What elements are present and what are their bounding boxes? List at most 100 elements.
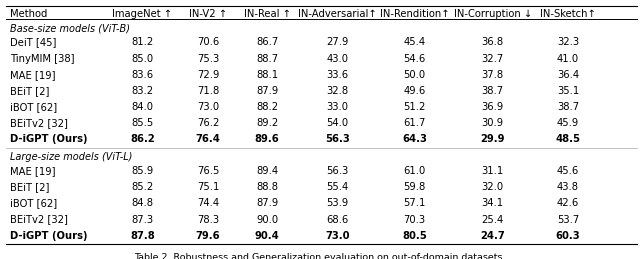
- Text: 49.6: 49.6: [403, 86, 426, 96]
- Text: 55.4: 55.4: [326, 182, 349, 192]
- Text: 75.3: 75.3: [197, 54, 219, 63]
- Text: 42.6: 42.6: [557, 198, 579, 208]
- Text: 85.9: 85.9: [131, 166, 154, 176]
- Text: 85.2: 85.2: [131, 182, 154, 192]
- Text: 76.4: 76.4: [196, 134, 220, 145]
- Text: 45.4: 45.4: [403, 37, 426, 47]
- Text: 83.2: 83.2: [131, 86, 154, 96]
- Text: 61.0: 61.0: [403, 166, 426, 176]
- Text: 59.8: 59.8: [403, 182, 426, 192]
- Text: 25.4: 25.4: [482, 215, 504, 225]
- Text: 37.8: 37.8: [482, 70, 504, 80]
- Text: 43.0: 43.0: [326, 54, 349, 63]
- Text: 85.5: 85.5: [131, 118, 154, 128]
- Text: MAE [19]: MAE [19]: [10, 70, 55, 80]
- Text: Method: Method: [10, 9, 47, 19]
- Text: 73.0: 73.0: [325, 231, 350, 241]
- Text: 90.0: 90.0: [256, 215, 278, 225]
- Text: DeiT [45]: DeiT [45]: [10, 37, 56, 47]
- Text: 89.4: 89.4: [256, 166, 278, 176]
- Text: 89.2: 89.2: [256, 118, 278, 128]
- Text: 31.1: 31.1: [482, 166, 504, 176]
- Text: IN-V2 ↑: IN-V2 ↑: [189, 9, 227, 19]
- Text: 76.2: 76.2: [197, 118, 219, 128]
- Text: D-iGPT (Ours): D-iGPT (Ours): [10, 134, 87, 145]
- Text: 78.3: 78.3: [197, 215, 219, 225]
- Text: 36.4: 36.4: [557, 70, 579, 80]
- Text: 85.0: 85.0: [131, 54, 154, 63]
- Text: 32.8: 32.8: [326, 86, 349, 96]
- Text: 33.6: 33.6: [326, 70, 349, 80]
- Text: 35.1: 35.1: [557, 86, 579, 96]
- Text: 73.0: 73.0: [197, 102, 219, 112]
- Text: 84.8: 84.8: [131, 198, 154, 208]
- Text: 64.3: 64.3: [402, 134, 427, 145]
- Text: 34.1: 34.1: [482, 198, 504, 208]
- Text: 88.7: 88.7: [256, 54, 278, 63]
- Text: 87.3: 87.3: [131, 215, 154, 225]
- Text: 56.3: 56.3: [326, 166, 349, 176]
- Text: Base-size models (ViT-B): Base-size models (ViT-B): [10, 24, 129, 34]
- Text: 38.7: 38.7: [482, 86, 504, 96]
- Text: 89.6: 89.6: [255, 134, 280, 145]
- Text: 48.5: 48.5: [556, 134, 580, 145]
- Text: IN-Sketch↑: IN-Sketch↑: [540, 9, 596, 19]
- Text: 71.8: 71.8: [197, 86, 219, 96]
- Text: 88.1: 88.1: [256, 70, 278, 80]
- Text: 29.9: 29.9: [481, 134, 505, 145]
- Text: 32.0: 32.0: [482, 182, 504, 192]
- Text: iBOT [62]: iBOT [62]: [10, 102, 57, 112]
- Text: 88.8: 88.8: [256, 182, 278, 192]
- Text: 24.7: 24.7: [481, 231, 505, 241]
- Text: 70.3: 70.3: [403, 215, 426, 225]
- Text: 83.6: 83.6: [131, 70, 154, 80]
- Text: IN-Rendition↑: IN-Rendition↑: [380, 9, 449, 19]
- Text: 68.6: 68.6: [326, 215, 349, 225]
- Text: 61.7: 61.7: [403, 118, 426, 128]
- Text: D-iGPT (Ours): D-iGPT (Ours): [10, 231, 87, 241]
- Text: 90.4: 90.4: [255, 231, 280, 241]
- Text: 54.6: 54.6: [403, 54, 426, 63]
- Text: 51.2: 51.2: [403, 102, 426, 112]
- Text: 32.3: 32.3: [557, 37, 579, 47]
- Text: 87.9: 87.9: [256, 198, 278, 208]
- Text: 41.0: 41.0: [557, 54, 579, 63]
- Text: 53.9: 53.9: [326, 198, 349, 208]
- Text: 45.9: 45.9: [557, 118, 579, 128]
- Text: IN-Corruption ↓: IN-Corruption ↓: [454, 9, 532, 19]
- Text: 36.9: 36.9: [482, 102, 504, 112]
- Text: 27.9: 27.9: [326, 37, 349, 47]
- Text: BEiT [2]: BEiT [2]: [10, 86, 49, 96]
- Text: 76.5: 76.5: [197, 166, 219, 176]
- Text: 32.7: 32.7: [482, 54, 504, 63]
- Text: 50.0: 50.0: [403, 70, 426, 80]
- Text: 87.9: 87.9: [256, 86, 278, 96]
- Text: IN-Real ↑: IN-Real ↑: [244, 9, 291, 19]
- Text: 72.9: 72.9: [197, 70, 219, 80]
- Text: 75.1: 75.1: [197, 182, 219, 192]
- Text: 74.4: 74.4: [197, 198, 219, 208]
- Text: 86.7: 86.7: [256, 37, 278, 47]
- Text: 56.3: 56.3: [325, 134, 350, 145]
- Text: IN-Adversarial↑: IN-Adversarial↑: [298, 9, 377, 19]
- Text: 79.6: 79.6: [196, 231, 220, 241]
- Text: 70.6: 70.6: [197, 37, 219, 47]
- Text: 81.2: 81.2: [131, 37, 154, 47]
- Text: 84.0: 84.0: [131, 102, 154, 112]
- Text: BEiTv2 [32]: BEiTv2 [32]: [10, 215, 67, 225]
- Text: 33.0: 33.0: [326, 102, 349, 112]
- Text: Table 2. Robustness and Generalization evaluation on out-of-domain datasets.: Table 2. Robustness and Generalization e…: [134, 253, 506, 259]
- Text: 38.7: 38.7: [557, 102, 579, 112]
- Text: 53.7: 53.7: [557, 215, 579, 225]
- Text: 88.2: 88.2: [256, 102, 278, 112]
- Text: 43.8: 43.8: [557, 182, 579, 192]
- Text: 36.8: 36.8: [482, 37, 504, 47]
- Text: Large-size models (ViT-L): Large-size models (ViT-L): [10, 152, 132, 162]
- Text: 54.0: 54.0: [326, 118, 349, 128]
- Text: ImageNet ↑: ImageNet ↑: [113, 9, 172, 19]
- Text: 30.9: 30.9: [482, 118, 504, 128]
- Text: iBOT [62]: iBOT [62]: [10, 198, 57, 208]
- Text: 45.6: 45.6: [557, 166, 579, 176]
- Text: 57.1: 57.1: [403, 198, 426, 208]
- Text: 86.2: 86.2: [130, 134, 155, 145]
